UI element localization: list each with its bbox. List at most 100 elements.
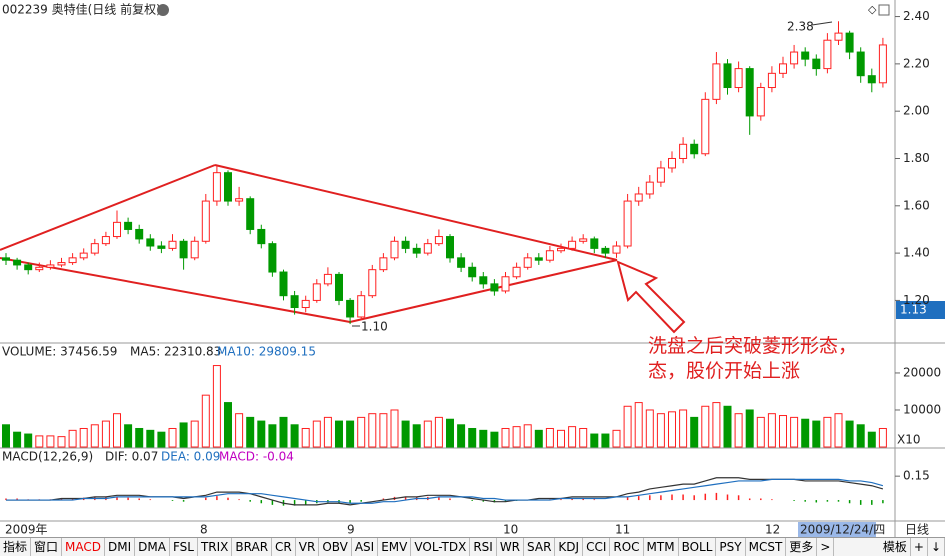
- candle-body: [190, 240, 199, 259]
- volume-bar: [268, 424, 277, 448]
- tab[interactable]: RSI: [470, 538, 497, 556]
- volume-bar: [734, 413, 743, 448]
- tab[interactable]: BRAR: [232, 538, 273, 556]
- candle-body: [113, 221, 121, 238]
- volume-bar: [301, 427, 310, 448]
- candle-body: [135, 228, 144, 240]
- volume-bar: [390, 409, 399, 448]
- tab[interactable]: 指标: [0, 538, 32, 556]
- volume-bar: [346, 420, 355, 448]
- volume-bar: [157, 431, 166, 448]
- tab[interactable]: TRIX: [198, 538, 233, 556]
- tab[interactable]: SAR: [524, 538, 556, 556]
- cursor-date-box: [798, 522, 876, 537]
- candle-body: [90, 243, 99, 254]
- annotation: 态，股价开始上涨: [648, 360, 800, 382]
- candle-body: [101, 236, 110, 245]
- tab[interactable]: 更多: [786, 538, 818, 556]
- candle-body: [701, 98, 710, 155]
- candle-body: [468, 266, 477, 278]
- volume-bar: [113, 413, 121, 448]
- high-label: 2.38: [787, 20, 814, 34]
- candle-body: [146, 238, 155, 247]
- volume-bar: [545, 427, 554, 448]
- annotation: 洗盘之后突破菱形形态，: [648, 335, 857, 357]
- candle-body: [645, 181, 654, 195]
- tab[interactable]: BOLL: [679, 538, 717, 556]
- volume-bar: [823, 416, 832, 448]
- tab[interactable]: PSY: [716, 538, 746, 556]
- volume-bar: [201, 394, 210, 448]
- volume-bar: [534, 429, 543, 448]
- candle-body: [745, 68, 754, 117]
- candle-body: [46, 264, 55, 268]
- tab[interactable]: MACD: [62, 538, 106, 556]
- tab[interactable]: VOL-TDX: [411, 538, 471, 556]
- unit-label: X10: [897, 433, 921, 447]
- tab[interactable]: KDJ: [555, 538, 584, 556]
- volume-bar: [68, 429, 77, 448]
- tab[interactable]: WR: [497, 538, 525, 556]
- chart: 002239 奥特佳(日线 前复权) ◇ 洗盘之后突破菱形形态， 态，股价开始上…: [0, 0, 945, 537]
- volume-bar: [90, 424, 99, 448]
- candle-body: [512, 266, 521, 278]
- candle-body: [235, 198, 244, 202]
- tab[interactable]: >: [817, 538, 835, 556]
- candle-body: [2, 257, 10, 261]
- volume-bar: [13, 431, 22, 448]
- volume-bar: [601, 433, 610, 448]
- volume-bar: [290, 424, 299, 448]
- volume-bar: [279, 416, 288, 448]
- candle-body: [557, 247, 565, 252]
- icon[interactable]: [878, 4, 890, 16]
- volume-bar: [878, 427, 887, 448]
- volume-bar: [867, 431, 876, 448]
- volume-bar: [146, 429, 155, 448]
- volume-bar: [101, 420, 110, 448]
- tab-bar: 指标 窗口 MACD DMI DMA FSL TRIX BRAR CR VR OBV ASI EMV VO…: [0, 537, 945, 556]
- tab[interactable]: +: [911, 538, 928, 556]
- candle-body: [13, 259, 22, 266]
- tab[interactable]: CR: [272, 538, 296, 556]
- arrow: [616, 260, 686, 334]
- tab[interactable]: OBV: [319, 538, 352, 556]
- tab[interactable]: DMI: [105, 538, 136, 556]
- candle-body: [57, 262, 66, 266]
- tab[interactable]: MCST: [746, 538, 787, 556]
- diamond-pattern: [0, 164, 618, 323]
- candle-body: [501, 276, 510, 292]
- tab[interactable]: CCI: [583, 538, 611, 556]
- candle-body: [779, 63, 787, 74]
- tab[interactable]: DMA: [135, 538, 170, 556]
- candle-body: [124, 221, 133, 230]
- price-tag: [896, 301, 945, 319]
- candle-body: [157, 245, 166, 249]
- candle-body: [390, 240, 399, 259]
- tab[interactable]: FSL: [170, 538, 198, 556]
- candle-body: [479, 276, 488, 285]
- y-tick-label: 20000: [903, 365, 941, 379]
- volume-bar: [679, 409, 688, 448]
- tab[interactable]: ASI: [352, 538, 379, 556]
- tab[interactable]: MTM: [644, 538, 679, 556]
- period-label[interactable]: 日线: [905, 523, 929, 537]
- volume-title: VOLUME: 37456.59: [2, 345, 117, 359]
- candle-body: [723, 63, 732, 89]
- tab[interactable]: VR: [296, 538, 320, 556]
- volume-bar: [457, 424, 466, 448]
- tab[interactable]: EMV: [378, 538, 412, 556]
- y-tick-label: 1.40: [903, 246, 930, 260]
- dropdown-icon[interactable]: [157, 4, 169, 16]
- tab[interactable]: ↓: [928, 538, 945, 556]
- icon[interactable]: ◇: [868, 3, 877, 16]
- volume-bar: [701, 405, 710, 448]
- x-tick-label: 2009年: [5, 523, 48, 537]
- volume-bar: [623, 405, 632, 448]
- candle-body: [68, 257, 77, 264]
- tab[interactable]: ROC: [610, 538, 644, 556]
- tab[interactable]: 模板: [880, 538, 911, 556]
- candle-body: [801, 51, 810, 60]
- tab[interactable]: 窗口: [31, 538, 63, 556]
- candle-body: [301, 299, 310, 309]
- volume-bar: [523, 424, 532, 448]
